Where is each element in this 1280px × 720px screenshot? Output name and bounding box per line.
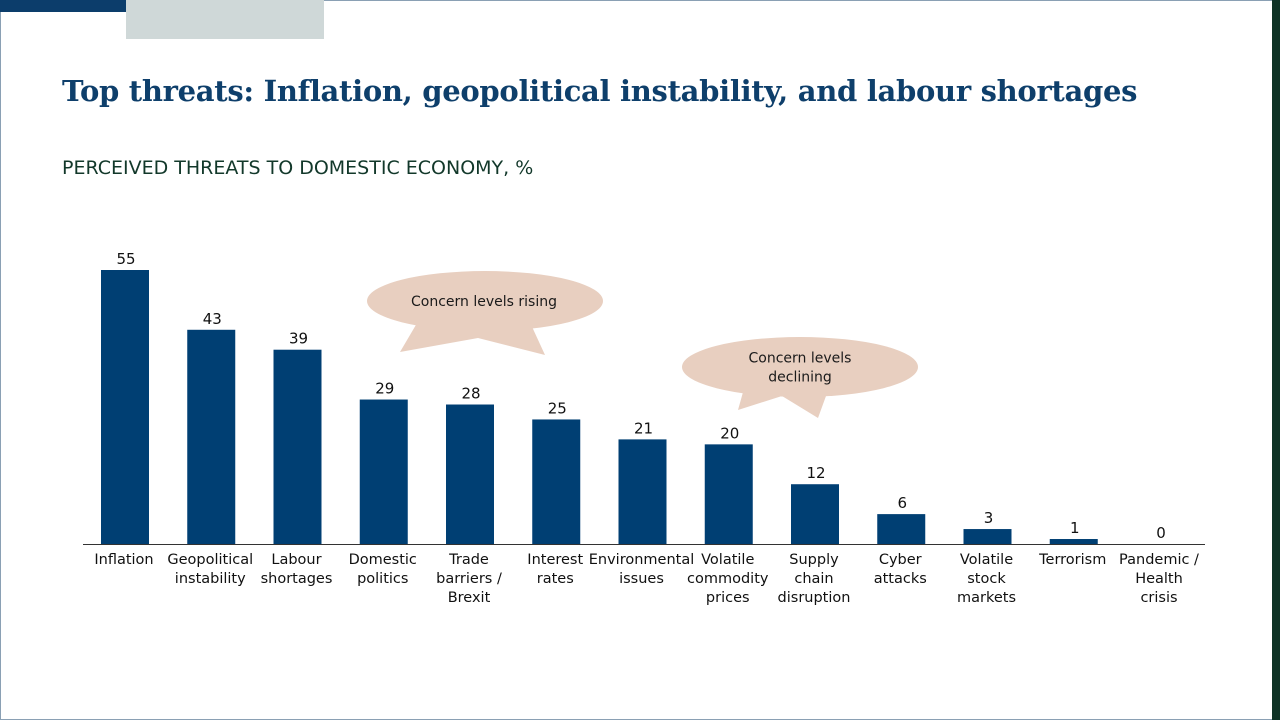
category-label-line: Cyber — [879, 552, 922, 568]
category-label-1: Geopolitical instability — [167, 552, 253, 587]
category-label-line: barriers / — [436, 571, 502, 587]
category-label-2: Labour shortages — [261, 552, 333, 587]
callout-rising-text: Concern levels rising — [411, 294, 557, 310]
bar-9 — [877, 514, 926, 544]
bar-10 — [963, 529, 1012, 544]
category-label-12: Pandemic / Health crisis — [1119, 552, 1199, 606]
category-label-line: Geopolitical — [167, 552, 253, 568]
value-label-4: 28 — [461, 385, 480, 403]
right-edge-bar — [1272, 0, 1280, 720]
callout-rising-tail — [400, 318, 545, 355]
category-label-line: Interest — [527, 552, 583, 568]
category-label-line: prices — [706, 590, 750, 606]
callout-declining: Concern levels declining — [682, 337, 918, 418]
category-label-line: chain — [794, 571, 833, 587]
category-label-line: rates — [537, 571, 574, 587]
accent-block-grey — [126, 0, 324, 39]
callout-declining-tail — [738, 385, 830, 418]
value-label-3: 29 — [375, 380, 394, 398]
bar-4 — [446, 404, 494, 544]
callout-line: Concern levels — [749, 351, 852, 367]
category-label-line: commodity — [687, 571, 769, 587]
value-label-7: 20 — [720, 424, 739, 442]
category-label-5: Interest rates — [527, 552, 583, 587]
callout-line: declining — [768, 370, 832, 386]
category-label-line: instability — [175, 571, 246, 587]
bar-11 — [1049, 539, 1098, 544]
value-label-11: 1 — [1070, 519, 1080, 537]
bar-5 — [532, 419, 581, 544]
category-label-line: Health — [1135, 571, 1183, 587]
bar-6 — [618, 439, 667, 544]
value-label-1: 43 — [203, 310, 222, 328]
category-label-11: Terrorism — [1038, 552, 1106, 568]
callout-declining-text: Concern levels declining — [749, 351, 852, 386]
chart-subtitle: PERCEIVED THREATS TO DOMESTIC ECONOMY, % — [62, 157, 534, 179]
value-label-0: 55 — [116, 250, 135, 268]
category-label-line: Labour — [271, 552, 321, 568]
category-label-line: Environmental — [589, 552, 695, 568]
category-label-line: shortages — [261, 571, 333, 587]
category-label-line: attacks — [874, 571, 927, 587]
category-label-0: Inflation — [94, 552, 153, 568]
category-label-line: Supply — [789, 552, 839, 568]
value-label-12: 0 — [1156, 524, 1166, 542]
category-label-line: markets — [957, 590, 1016, 606]
category-label-9: Cyber attacks — [874, 552, 927, 587]
callout-rising: Concern levels rising — [367, 271, 603, 355]
callouts: Concern levels rising Concern levels decl… — [367, 271, 918, 418]
bar-3 — [359, 399, 408, 544]
value-label-5: 25 — [548, 399, 567, 417]
bar-2 — [273, 349, 322, 544]
category-label-6: Environmental issues — [589, 552, 695, 587]
value-labels: 55 43 39 29 28 25 21 20 12 6 3 1 0 — [116, 250, 1165, 542]
category-label-3: Domestic politics — [349, 552, 417, 587]
category-label-line: crisis — [1140, 590, 1177, 606]
category-label-line: Volatile — [701, 552, 754, 568]
category-label-line: Trade — [448, 552, 489, 568]
category-label-line: Volatile — [960, 552, 1013, 568]
category-label-line: politics — [357, 571, 408, 587]
value-label-10: 3 — [984, 509, 994, 527]
value-label-2: 39 — [289, 330, 308, 348]
category-label-line: disruption — [778, 590, 851, 606]
category-label-4: Trade barriers / Brexit — [436, 552, 502, 606]
bar-7 — [704, 444, 753, 544]
category-label-line: Inflation — [94, 552, 153, 568]
category-labels: Inflation Geopolitical instability Labour sh… — [94, 552, 1199, 606]
value-label-8: 12 — [806, 464, 825, 482]
callout-declining-ellipse — [682, 337, 918, 397]
bar-0 — [101, 270, 149, 544]
category-label-line: stock — [967, 571, 1006, 587]
category-label-line: Brexit — [448, 590, 491, 606]
category-label-8: Supply chain disruption — [778, 552, 851, 606]
category-label-10: Volatile stock markets — [957, 552, 1016, 606]
slide-title: Top threats: Inflation, geopolitical ins… — [62, 74, 1138, 108]
category-label-line: Terrorism — [1038, 552, 1106, 568]
callout-line: Concern levels rising — [411, 294, 557, 310]
category-label-7: Volatile commodity prices — [687, 552, 769, 606]
bar-8 — [791, 484, 839, 544]
category-label-line: Pandemic / — [1119, 552, 1199, 568]
category-label-line: Domestic — [349, 552, 417, 568]
bar-1 — [187, 329, 236, 544]
callout-rising-ellipse — [367, 271, 603, 331]
bars — [101, 270, 1098, 544]
value-label-6: 21 — [634, 419, 653, 437]
category-label-line: issues — [619, 571, 664, 587]
value-label-9: 6 — [897, 494, 907, 512]
